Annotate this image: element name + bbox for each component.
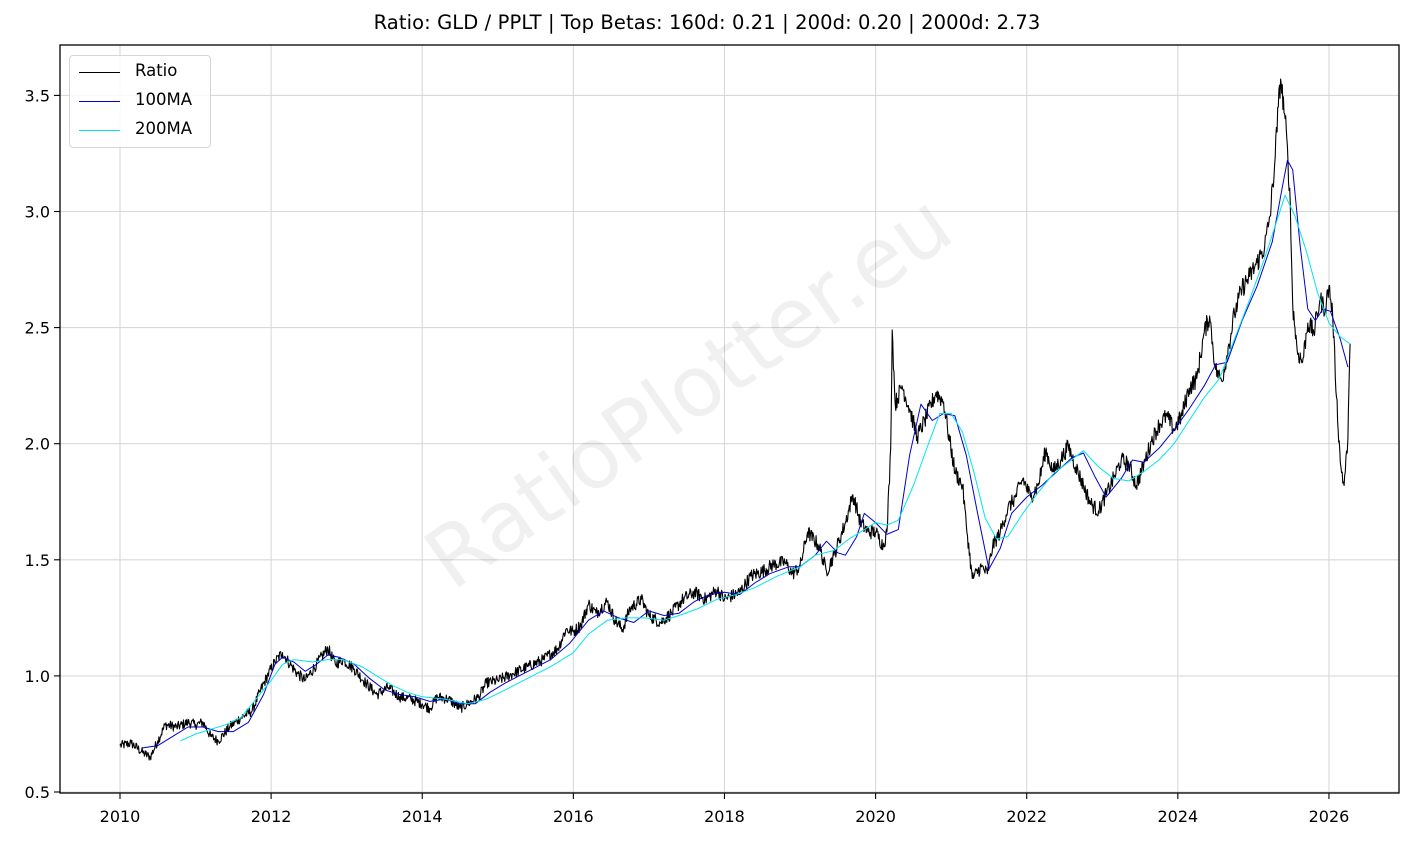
x-tick-label: 2010 [100,807,141,826]
series-line-200ma [180,194,1351,742]
chart-title: Ratio: GLD / PPLT | Top Betas: 160d: 0.2… [373,11,1041,34]
y-tick-label: 3.5 [25,86,50,105]
x-tick-label: 2020 [855,807,896,826]
x-axis: 2010 2012 2014 2016 2018 2020 2022 2024 2026 [100,793,1350,826]
legend: Ratio 100MA 200MA [69,55,211,148]
y-tick-label: 3.0 [25,203,50,222]
x-tick-label: 2022 [1006,807,1047,826]
y-tick-label: 1.5 [25,551,50,570]
legend-line-icon [79,101,120,102]
x-tick-label: 2016 [553,807,594,826]
legend-label: 200MA [135,119,193,138]
series-line-100ma [142,159,1349,749]
legend-item-ratio: Ratio [70,58,210,86]
y-tick-label: 2.5 [25,319,50,338]
x-tick-label: 2018 [704,807,745,826]
legend-item-200ma: 200MA [70,116,210,144]
y-tick-label: 2.0 [25,435,50,454]
x-tick-label: 2024 [1157,807,1198,826]
legend-item-100ma: 100MA [70,87,210,115]
legend-line-icon [79,130,120,131]
legend-label: 100MA [135,90,193,109]
y-axis: 0.5 1.0 1.5 2.0 2.5 3.0 3.5 [25,86,60,802]
data-series [119,78,1351,761]
y-tick-label: 1.0 [25,667,50,686]
x-tick-label: 2026 [1309,807,1350,826]
series-line-ratio [119,78,1351,761]
legend-line-icon [79,72,120,73]
x-tick-label: 2014 [402,807,443,826]
plot-frame [59,44,1400,794]
y-tick-label: 0.5 [25,783,50,802]
grid-lines [60,45,1399,793]
x-tick-label: 2012 [251,807,292,826]
legend-label: Ratio [135,61,178,80]
